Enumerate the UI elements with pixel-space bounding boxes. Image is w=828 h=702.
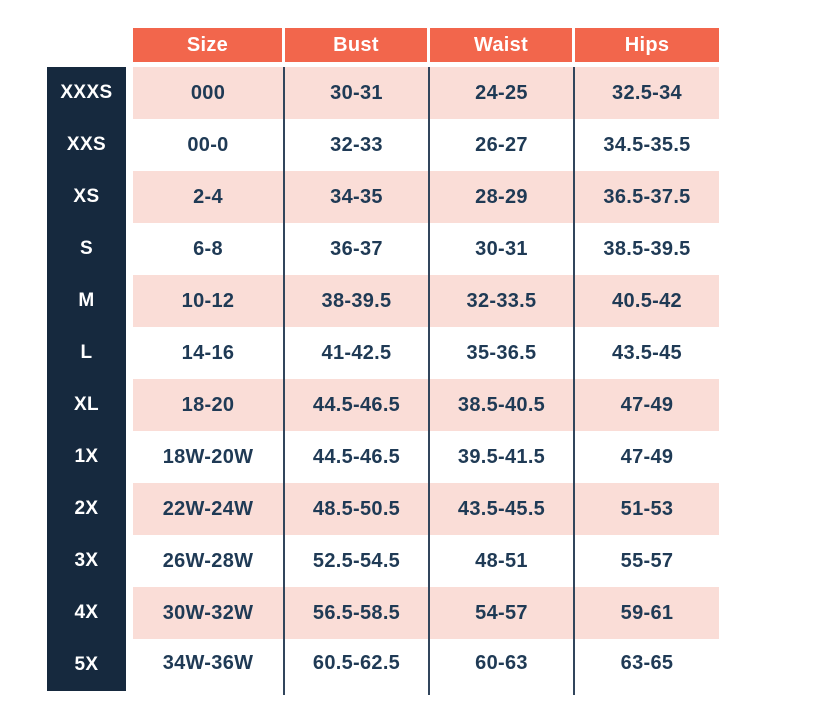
row-label-xs: XS [73, 186, 100, 207]
column-header-waist: Waist [430, 28, 575, 62]
table-row-l: 14-16 41-42.5 35-36.5 43.5-45 [133, 327, 719, 379]
cell-waist-xxs: 26-27 [430, 119, 575, 171]
row-label-m: M [78, 290, 95, 311]
cell-hips-l: 43.5-45 [612, 341, 682, 364]
cell-bust-1x: 44.5-46.5 [285, 431, 430, 483]
measurement-table: Size Bust Waist Hips 000 30-31 24-25 32.5-34 00… [133, 28, 719, 695]
row-label-l: L [80, 342, 93, 363]
row-label-xl: XL [73, 394, 100, 415]
cell-hips-1x: 47-49 [620, 445, 674, 468]
cell-hips-4x: 59-61 [620, 601, 674, 624]
cell-size-xs: 2-4 [133, 171, 285, 223]
cell-hips-m: 40.5-42 [612, 289, 682, 312]
cell-waist-xs: 28-29 [430, 171, 575, 223]
cell-bust-s: 36-37 [285, 223, 430, 275]
table-row-1x: 18W-20W 44.5-46.5 39.5-41.5 47-49 [133, 431, 719, 483]
cell-waist-s: 30-31 [430, 223, 575, 275]
table-row-2x: 22W-24W 48.5-50.5 43.5-45.5 51-53 [133, 483, 719, 535]
cell-bust-xxs: 32-33 [285, 119, 430, 171]
column-header-hips: Hips [575, 28, 719, 62]
cell-bust-xxxs: 30-31 [285, 67, 430, 119]
cell-bust-4x: 56.5-58.5 [285, 587, 430, 639]
cell-waist-l: 35-36.5 [430, 327, 575, 379]
cell-size-xxs: 00-0 [133, 119, 285, 171]
cell-bust-xs: 34-35 [285, 171, 430, 223]
cell-bust-5x: 60.5-62.5 [285, 639, 430, 695]
cell-bust-xl: 44.5-46.5 [285, 379, 430, 431]
row-label-xxxs: XXXS [60, 82, 113, 103]
table-row-xs: 2-4 34-35 28-29 36.5-37.5 [133, 171, 719, 223]
cell-waist-2x: 43.5-45.5 [430, 483, 575, 535]
table-header-row: Size Bust Waist Hips [133, 28, 719, 62]
table-row-s: 6-8 36-37 30-31 38.5-39.5 [133, 223, 719, 275]
table-row-xxs: 00-0 32-33 26-27 34.5-35.5 [133, 119, 719, 171]
size-label-column: XXXS XXS XS S M L XL 1X 2X 3X 4X 5X [47, 67, 126, 691]
cell-size-5x: 34W-36W [133, 639, 285, 695]
table-row-xl: 18-20 44.5-46.5 38.5-40.5 47-49 [133, 379, 719, 431]
cell-size-2x: 22W-24W [133, 483, 285, 535]
cell-size-4x: 30W-32W [133, 587, 285, 639]
cell-hips-xs: 36.5-37.5 [603, 185, 691, 208]
cell-hips-3x: 55-57 [620, 549, 674, 572]
cell-bust-m: 38-39.5 [285, 275, 430, 327]
row-label-4x: 4X [74, 602, 99, 623]
table-row-4x: 30W-32W 56.5-58.5 54-57 59-61 [133, 587, 719, 639]
cell-size-m: 10-12 [133, 275, 285, 327]
cell-size-1x: 18W-20W [133, 431, 285, 483]
table-row-5x: 34W-36W 60.5-62.5 60-63 63-65 [133, 639, 719, 695]
cell-waist-3x: 48-51 [430, 535, 575, 587]
cell-bust-l: 41-42.5 [285, 327, 430, 379]
column-header-size: Size [133, 28, 285, 62]
row-label-s: S [79, 238, 94, 259]
cell-hips-5x: 63-65 [620, 652, 674, 674]
table-row-3x: 26W-28W 52.5-54.5 48-51 55-57 [133, 535, 719, 587]
cell-hips-xxxs: 32.5-34 [612, 81, 682, 104]
row-label-5x: 5X [74, 654, 99, 675]
cell-size-3x: 26W-28W [133, 535, 285, 587]
cell-size-s: 6-8 [133, 223, 285, 275]
cell-waist-5x: 60-63 [430, 639, 575, 695]
cell-bust-3x: 52.5-54.5 [285, 535, 430, 587]
table-row-xxxs: 000 30-31 24-25 32.5-34 [133, 67, 719, 119]
cell-waist-xxxs: 24-25 [430, 67, 575, 119]
cell-waist-4x: 54-57 [430, 587, 575, 639]
row-label-1x: 1X [74, 446, 99, 467]
cell-waist-m: 32-33.5 [430, 275, 575, 327]
row-label-xxs: XXS [66, 134, 107, 155]
cell-hips-xl: 47-49 [620, 393, 674, 416]
cell-bust-2x: 48.5-50.5 [285, 483, 430, 535]
row-label-3x: 3X [74, 550, 99, 571]
cell-hips-xxs: 34.5-35.5 [603, 133, 691, 156]
cell-size-xxxs: 000 [133, 67, 285, 119]
cell-hips-s: 38.5-39.5 [603, 237, 691, 260]
cell-waist-1x: 39.5-41.5 [430, 431, 575, 483]
cell-size-xl: 18-20 [133, 379, 285, 431]
cell-hips-2x: 51-53 [620, 497, 674, 520]
cell-waist-xl: 38.5-40.5 [430, 379, 575, 431]
column-header-bust: Bust [285, 28, 430, 62]
cell-size-l: 14-16 [133, 327, 285, 379]
row-label-2x: 2X [74, 498, 99, 519]
table-body: 000 30-31 24-25 32.5-34 00-0 32-33 26-27 34.5-3… [133, 67, 719, 695]
table-row-m: 10-12 38-39.5 32-33.5 40.5-42 [133, 275, 719, 327]
